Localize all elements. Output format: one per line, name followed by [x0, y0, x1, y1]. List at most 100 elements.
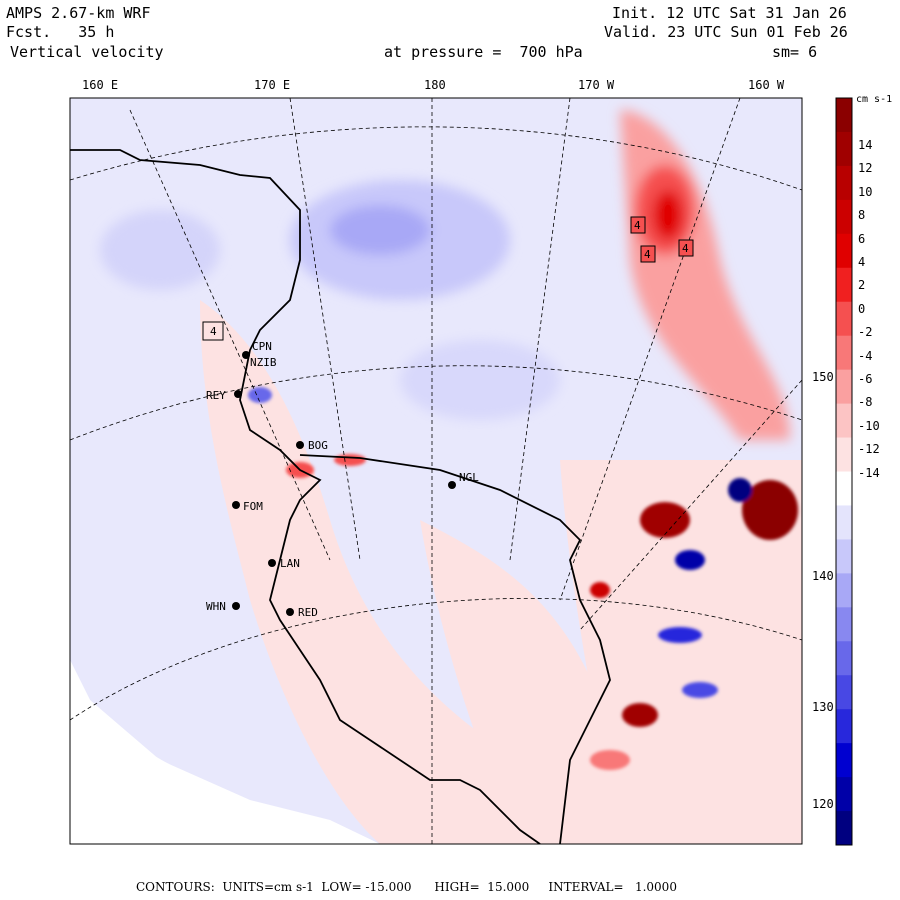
- colorbar-label: -8: [858, 395, 873, 410]
- box-label-2: 4: [634, 219, 641, 232]
- colorbar-swatch: [836, 675, 852, 710]
- colorbar-swatch: [836, 301, 852, 337]
- station-dot-bog: [296, 441, 304, 449]
- ascent-core-north: [330, 205, 430, 255]
- colorbar-label: 6: [858, 231, 866, 246]
- station-nzib: NZIB: [250, 356, 277, 369]
- ascent-cell-3: [658, 627, 702, 643]
- station-bog: BOG: [308, 439, 328, 452]
- colorbar-label: 8: [858, 208, 866, 223]
- colorbar-swatch: [836, 165, 852, 201]
- lon-tick-160w: 160 W: [748, 78, 785, 92]
- forecast-hours: 35 h: [78, 23, 115, 41]
- station-red: RED: [298, 606, 318, 619]
- colorbar-label: -10: [858, 418, 880, 433]
- colorbar-label: 2: [858, 278, 866, 293]
- map-frame: [69, 97, 803, 845]
- station-lan: LAN: [280, 557, 300, 570]
- colorbar-swatch: [836, 539, 852, 574]
- colorbar-swatch: [836, 811, 852, 846]
- colorbar-label: -2: [858, 325, 873, 340]
- descent-core-max: [653, 190, 683, 240]
- colorbar-label: 12: [858, 161, 873, 176]
- ascent-region-west: [100, 210, 220, 290]
- ascent-cell-4: [682, 682, 718, 698]
- station-dot-ngl: [448, 481, 456, 489]
- station-dot-fom: [232, 501, 240, 509]
- colorbar-swatch: [836, 131, 852, 167]
- descent-cell-5: [590, 750, 630, 770]
- colorbar-swatch: [836, 573, 852, 608]
- lon-tick-170e: 170 E: [254, 78, 291, 92]
- colorbar-frame: [835, 97, 853, 846]
- valid-time: Valid. 23 UTC Sun 01 Feb 26: [604, 23, 848, 41]
- contour-info: CONTOURS: UNITS=cm s-1 LOW= -15.000 HIGH…: [136, 880, 677, 894]
- colorbar-swatch: [836, 777, 852, 812]
- station-cpn: CPN: [252, 340, 272, 353]
- coastline: [70, 149, 611, 844]
- station-dot-whn: [232, 602, 240, 610]
- descent-cell-3: [622, 703, 658, 727]
- colorbar-swatch: [836, 709, 852, 744]
- colorbar-swatch: [836, 505, 852, 540]
- colorbar-label: 0: [858, 301, 866, 316]
- forecast-label-text: Fcst.: [6, 23, 52, 41]
- box-label-1: 4: [210, 325, 217, 338]
- positive-zone-coast: [200, 300, 560, 844]
- field-name: Vertical velocity: [10, 43, 164, 61]
- colorbar: [835, 97, 853, 846]
- colorbar-swatch: [836, 607, 852, 642]
- colorbar-swatch: [836, 335, 852, 371]
- station-dot-lan: [268, 559, 276, 567]
- init-time: Init. 12 UTC Sat 31 Jan 26: [612, 4, 847, 22]
- station-dot-rey: [234, 390, 242, 398]
- station-fom: FOM: [243, 500, 263, 513]
- lon-tick-170w: 170 W: [578, 78, 615, 92]
- model-title: AMPS 2.67-km WRF: [6, 4, 151, 22]
- station-markers: [232, 351, 456, 616]
- pressure-label: at pressure =: [384, 43, 502, 61]
- station-ngl: NGL: [459, 471, 479, 484]
- ascent-cell-2: [728, 478, 752, 502]
- pressure-level: at pressure = 700 hPa: [384, 43, 583, 61]
- ascent-region-central: [400, 340, 560, 420]
- forecast-label: Fcst. 35 h: [6, 23, 114, 41]
- colorbar-swatch: [836, 98, 852, 133]
- box-label-1-frame: [202, 321, 224, 341]
- box-label-3-frame: [640, 245, 656, 263]
- colorbar-swatch: [836, 471, 852, 506]
- colorbar-swatch: [836, 233, 852, 269]
- colorbar-label: 10: [858, 184, 873, 199]
- colorbar-units: cm s-1: [856, 94, 893, 105]
- colorbar-label: -6: [858, 372, 873, 386]
- pressure-value: 700 hPa: [519, 43, 583, 61]
- descent-cell-4: [590, 582, 610, 598]
- colorbar-label: -4: [858, 348, 873, 363]
- colorbar-label: 4: [858, 255, 866, 269]
- station-dot-red: [286, 608, 294, 616]
- outside-domain: [70, 660, 380, 844]
- lon-tick-160e: 160 E: [82, 78, 119, 92]
- smoothing-value: sm= 6: [772, 43, 818, 61]
- descent-cell-1: [640, 502, 690, 538]
- positive-zone-east: [560, 460, 802, 844]
- station-rey: REY: [206, 389, 226, 402]
- box-label-4: 4: [682, 242, 689, 255]
- station-dot-cpn: [242, 351, 250, 359]
- colorbar-swatch: [836, 199, 852, 235]
- colorbar-swatch: [836, 743, 852, 778]
- ascent-cell-1: [675, 550, 705, 570]
- descent-cell-2: [742, 480, 798, 540]
- colorbar-swatch: [836, 403, 852, 439]
- graticule: [70, 98, 802, 844]
- colorbar-label: -14: [858, 465, 880, 480]
- box-label-2-frame: [630, 216, 646, 234]
- station-whn: WHN: [206, 600, 226, 613]
- descent-cell-7: [334, 454, 366, 466]
- colorbar-label: 14: [858, 138, 873, 152]
- colorbar-swatch: [836, 369, 852, 405]
- box-label-3: 4: [644, 248, 651, 261]
- colorbar-label: -12: [858, 442, 880, 457]
- colorbar-swatch: [836, 437, 852, 472]
